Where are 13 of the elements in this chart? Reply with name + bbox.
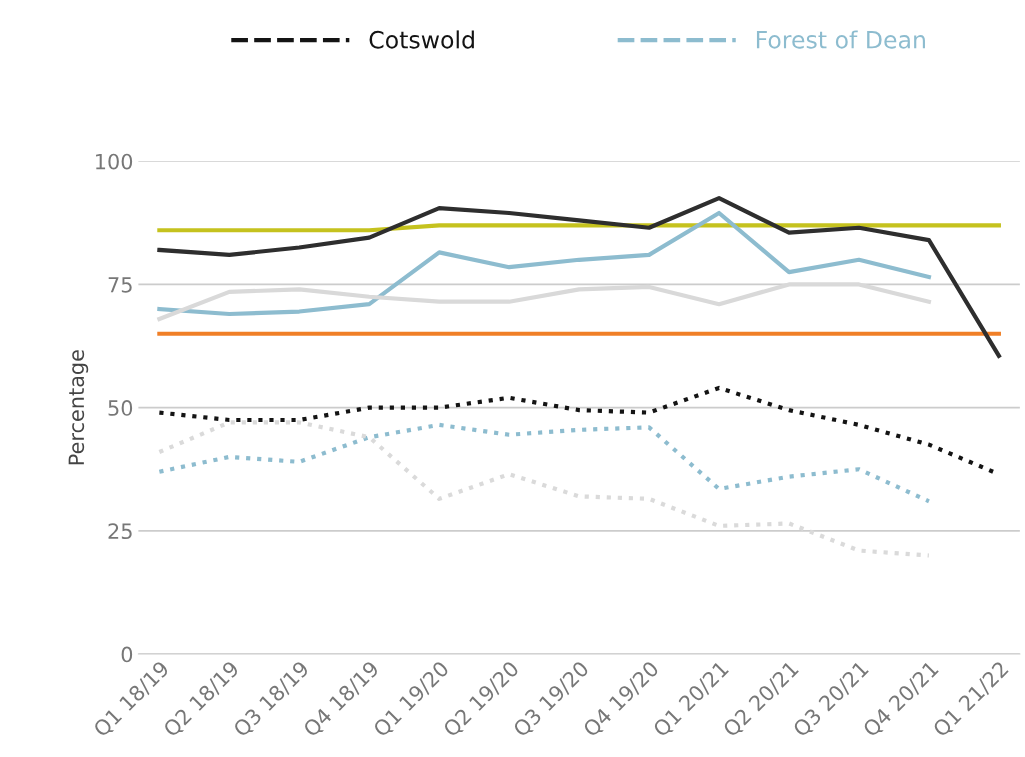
- legend-label: Forest of Dean: [756, 30, 925, 49]
- y-tick-label: 0: [121, 646, 133, 663]
- line-series: [157, 422, 932, 504]
- y-tick-label: 25: [108, 523, 132, 540]
- text: Cotswold: [369, 30, 474, 49]
- y-tick-label: 100: [96, 153, 133, 170]
- line-series: [157, 196, 1001, 358]
- y-tick-label: 50: [108, 400, 133, 416]
- y-tick-label: 75: [108, 277, 132, 293]
- line-series: [157, 210, 932, 317]
- line-series: [157, 282, 932, 322]
- line-series: [157, 420, 932, 558]
- y-axis-title: Percentage: [68, 350, 89, 465]
